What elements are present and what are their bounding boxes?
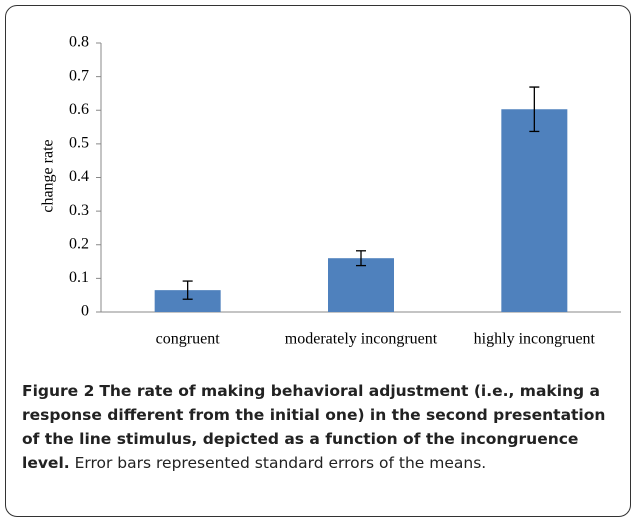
- y-axis-label: change rate: [40, 139, 57, 212]
- x-tick-label: moderately incongruent: [285, 331, 438, 348]
- bar: [154, 290, 221, 312]
- chart: change rate 0 0.1 0.2 0.3 0.4 0.5 0.6 0.7 0.8 con…: [40, 34, 621, 348]
- y-tick-label: 0.1: [69, 269, 89, 286]
- y-tick-label: 0.2: [69, 235, 89, 252]
- figure-label: Figure 2: [22, 382, 95, 400]
- caption: Figure 2 The rate of making behavioral a…: [22, 379, 622, 475]
- y-tick-label: 0.3: [69, 202, 89, 219]
- y-tick-label: 0.4: [69, 168, 89, 185]
- caption-title: The rate of making behavioral adjustment…: [22, 382, 606, 472]
- x-tick-label: highly incongruent: [474, 331, 596, 348]
- figure: change rate 0 0.1 0.2 0.3 0.4 0.5 0.6 0.7 0.8 con…: [5, 5, 631, 517]
- bar: [328, 258, 394, 312]
- y-tick-label: 0.7: [69, 67, 89, 84]
- y-tick-label: 0.6: [69, 101, 89, 118]
- x-tick-label: congruent: [156, 331, 221, 348]
- y-tick-label: 0.8: [69, 34, 89, 51]
- bar: [501, 109, 568, 313]
- y-tick-label: 0: [81, 303, 89, 320]
- y-tick-label: 0.5: [69, 135, 89, 152]
- caption-text: Error bars represented standard errors o…: [74, 454, 487, 472]
